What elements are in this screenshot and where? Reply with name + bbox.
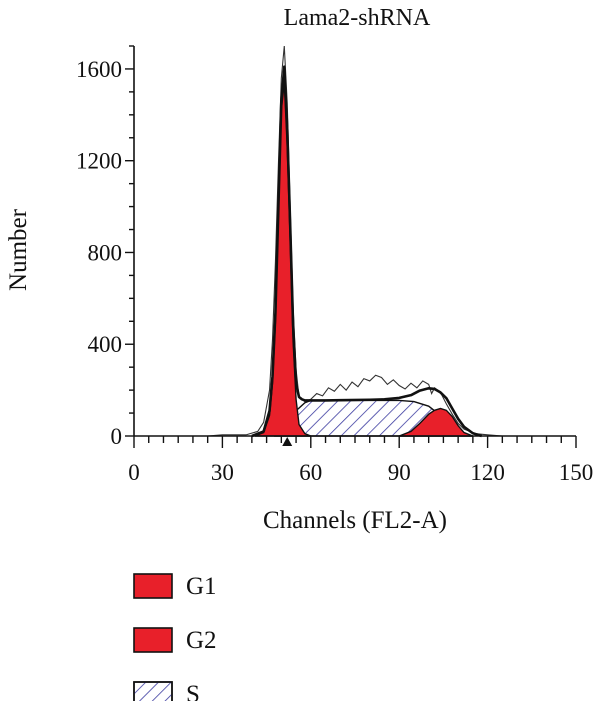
plot-area [207,45,503,438]
x-tick-label: 0 [128,460,140,485]
x-tick-label: 90 [388,460,411,485]
legend-label-g1: G1 [186,573,217,600]
series-model-fit-line [251,65,483,438]
y-tick-label: 800 [88,240,123,265]
x-tick-label: 150 [559,460,594,485]
y-axis-title: Number [5,208,32,291]
chart-title: Lama2-shRNA [284,5,431,31]
series-g1-area [254,82,312,437]
series-raw-histogram-line [207,45,503,437]
legend-hatch-s [133,681,173,706]
y-tick-label: 400 [88,332,123,357]
y-tick-label: 0 [111,424,123,449]
peak-marker-icon [282,437,293,446]
legend-label-s: S [186,681,200,701]
legend: G1 G2 S [133,573,217,706]
x-tick-label: 120 [470,460,505,485]
y-tick-label: 1600 [76,57,122,82]
legend-swatch-g1 [133,573,173,599]
legend-label-g2: G2 [186,627,217,654]
axes: 0 400 800 1200 1600 0 30 60 90 120 150 [76,45,594,485]
x-tick-label: 60 [299,460,322,485]
x-tick-label: 30 [211,460,234,485]
legend-swatch-g2 [133,627,173,653]
x-axis-title: Channels (FL2-A) [263,507,447,534]
y-tick-label: 1200 [76,149,122,174]
series-g2-area [398,407,474,437]
